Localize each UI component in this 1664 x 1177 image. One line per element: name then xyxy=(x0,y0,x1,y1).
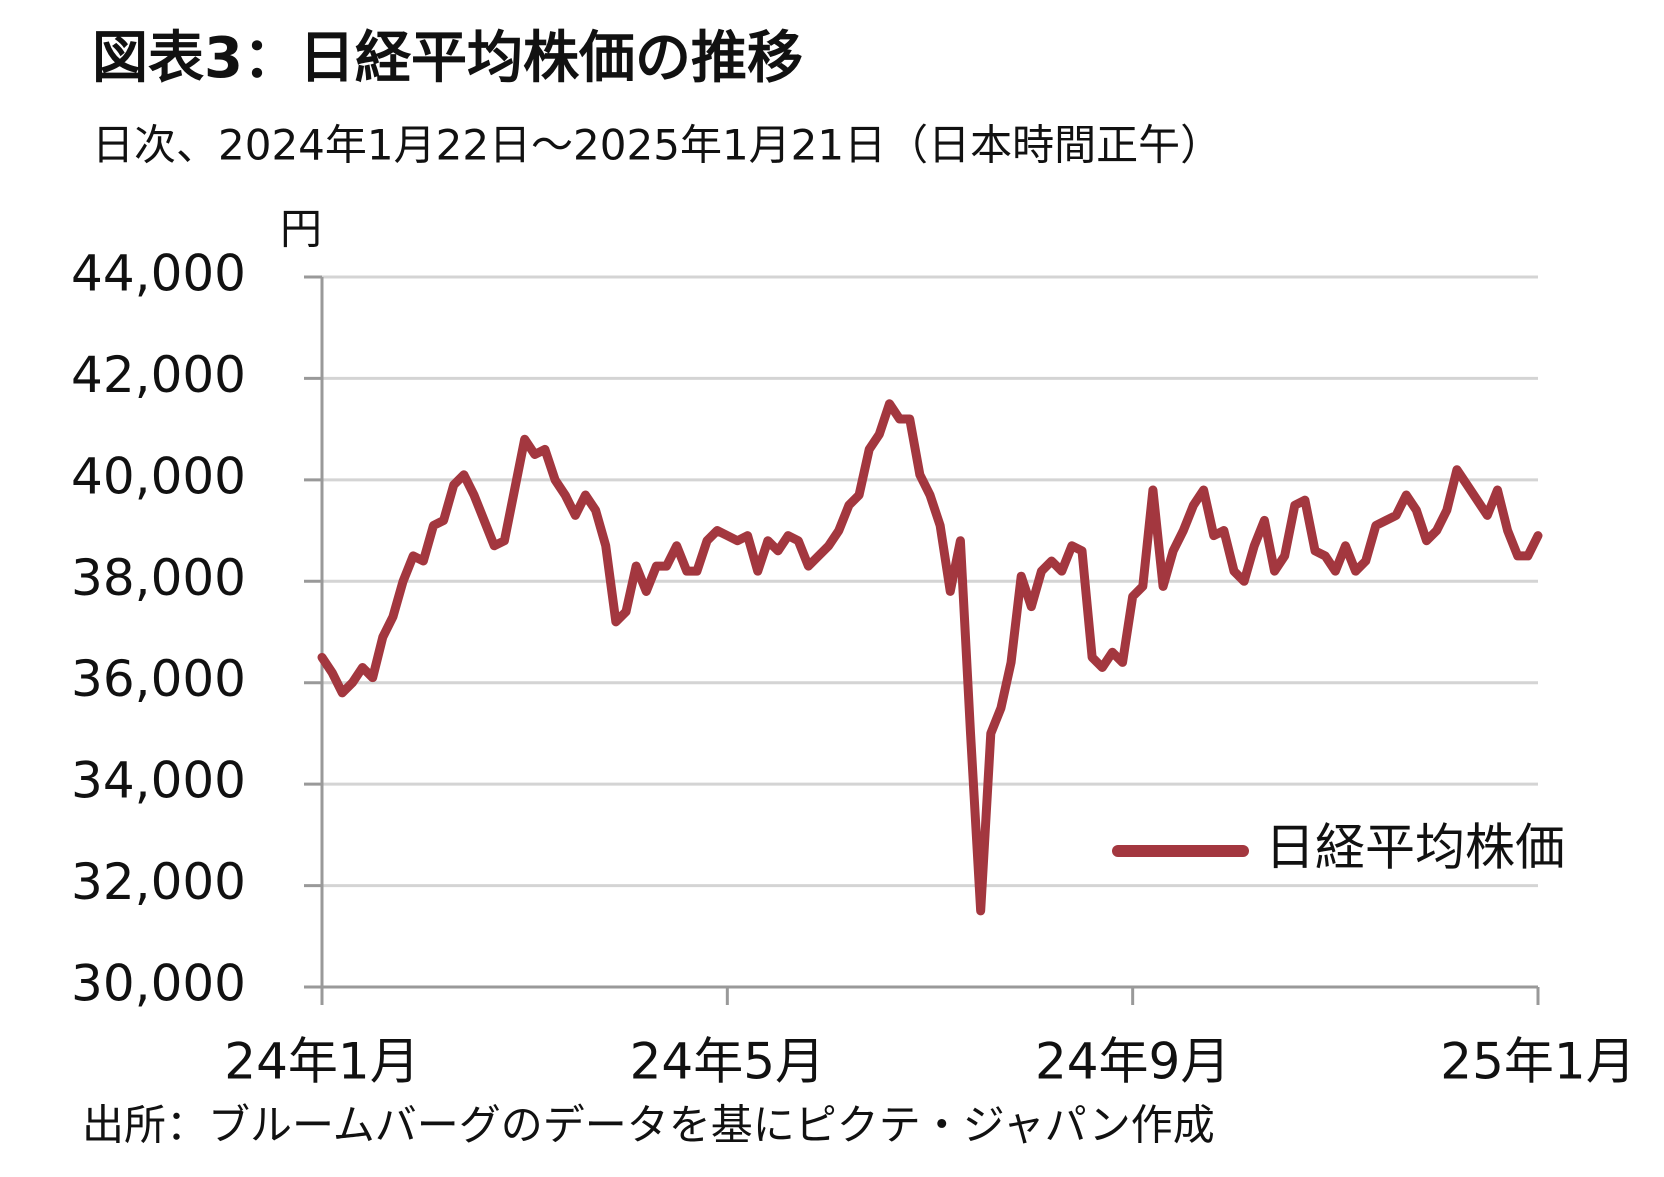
y-tick-label: 30,000 xyxy=(71,955,246,1013)
x-tick-label: 24年5月 xyxy=(630,1033,825,1091)
chart-title: 図表3：日経平均株価の推移 xyxy=(92,26,803,91)
y-tick-label: 40,000 xyxy=(71,447,246,505)
y-tick-label: 38,000 xyxy=(71,549,246,607)
y-tick-label: 36,000 xyxy=(71,650,246,708)
y-tick-label: 44,000 xyxy=(71,245,246,303)
y-tick-label: 42,000 xyxy=(71,346,246,404)
chart-subtitle: 日次、2024年1月22日～2025年1月21日（日本時間正午） xyxy=(92,121,1222,170)
legend-label: 日経平均株価 xyxy=(1265,819,1565,877)
y-tick-label: 34,000 xyxy=(71,752,246,810)
x-tick-label: 24年9月 xyxy=(1035,1033,1230,1091)
source: 出所：ブルームバーグのデータを基にピクテ・ジャパン作成 xyxy=(82,1101,1215,1150)
x-tick-label: 24年1月 xyxy=(224,1033,419,1091)
x-tick-label: 25年1月 xyxy=(1440,1033,1635,1091)
line-series xyxy=(317,399,1543,916)
y-tick-label: 32,000 xyxy=(71,853,246,911)
y-axis-label: 円 xyxy=(280,205,322,254)
